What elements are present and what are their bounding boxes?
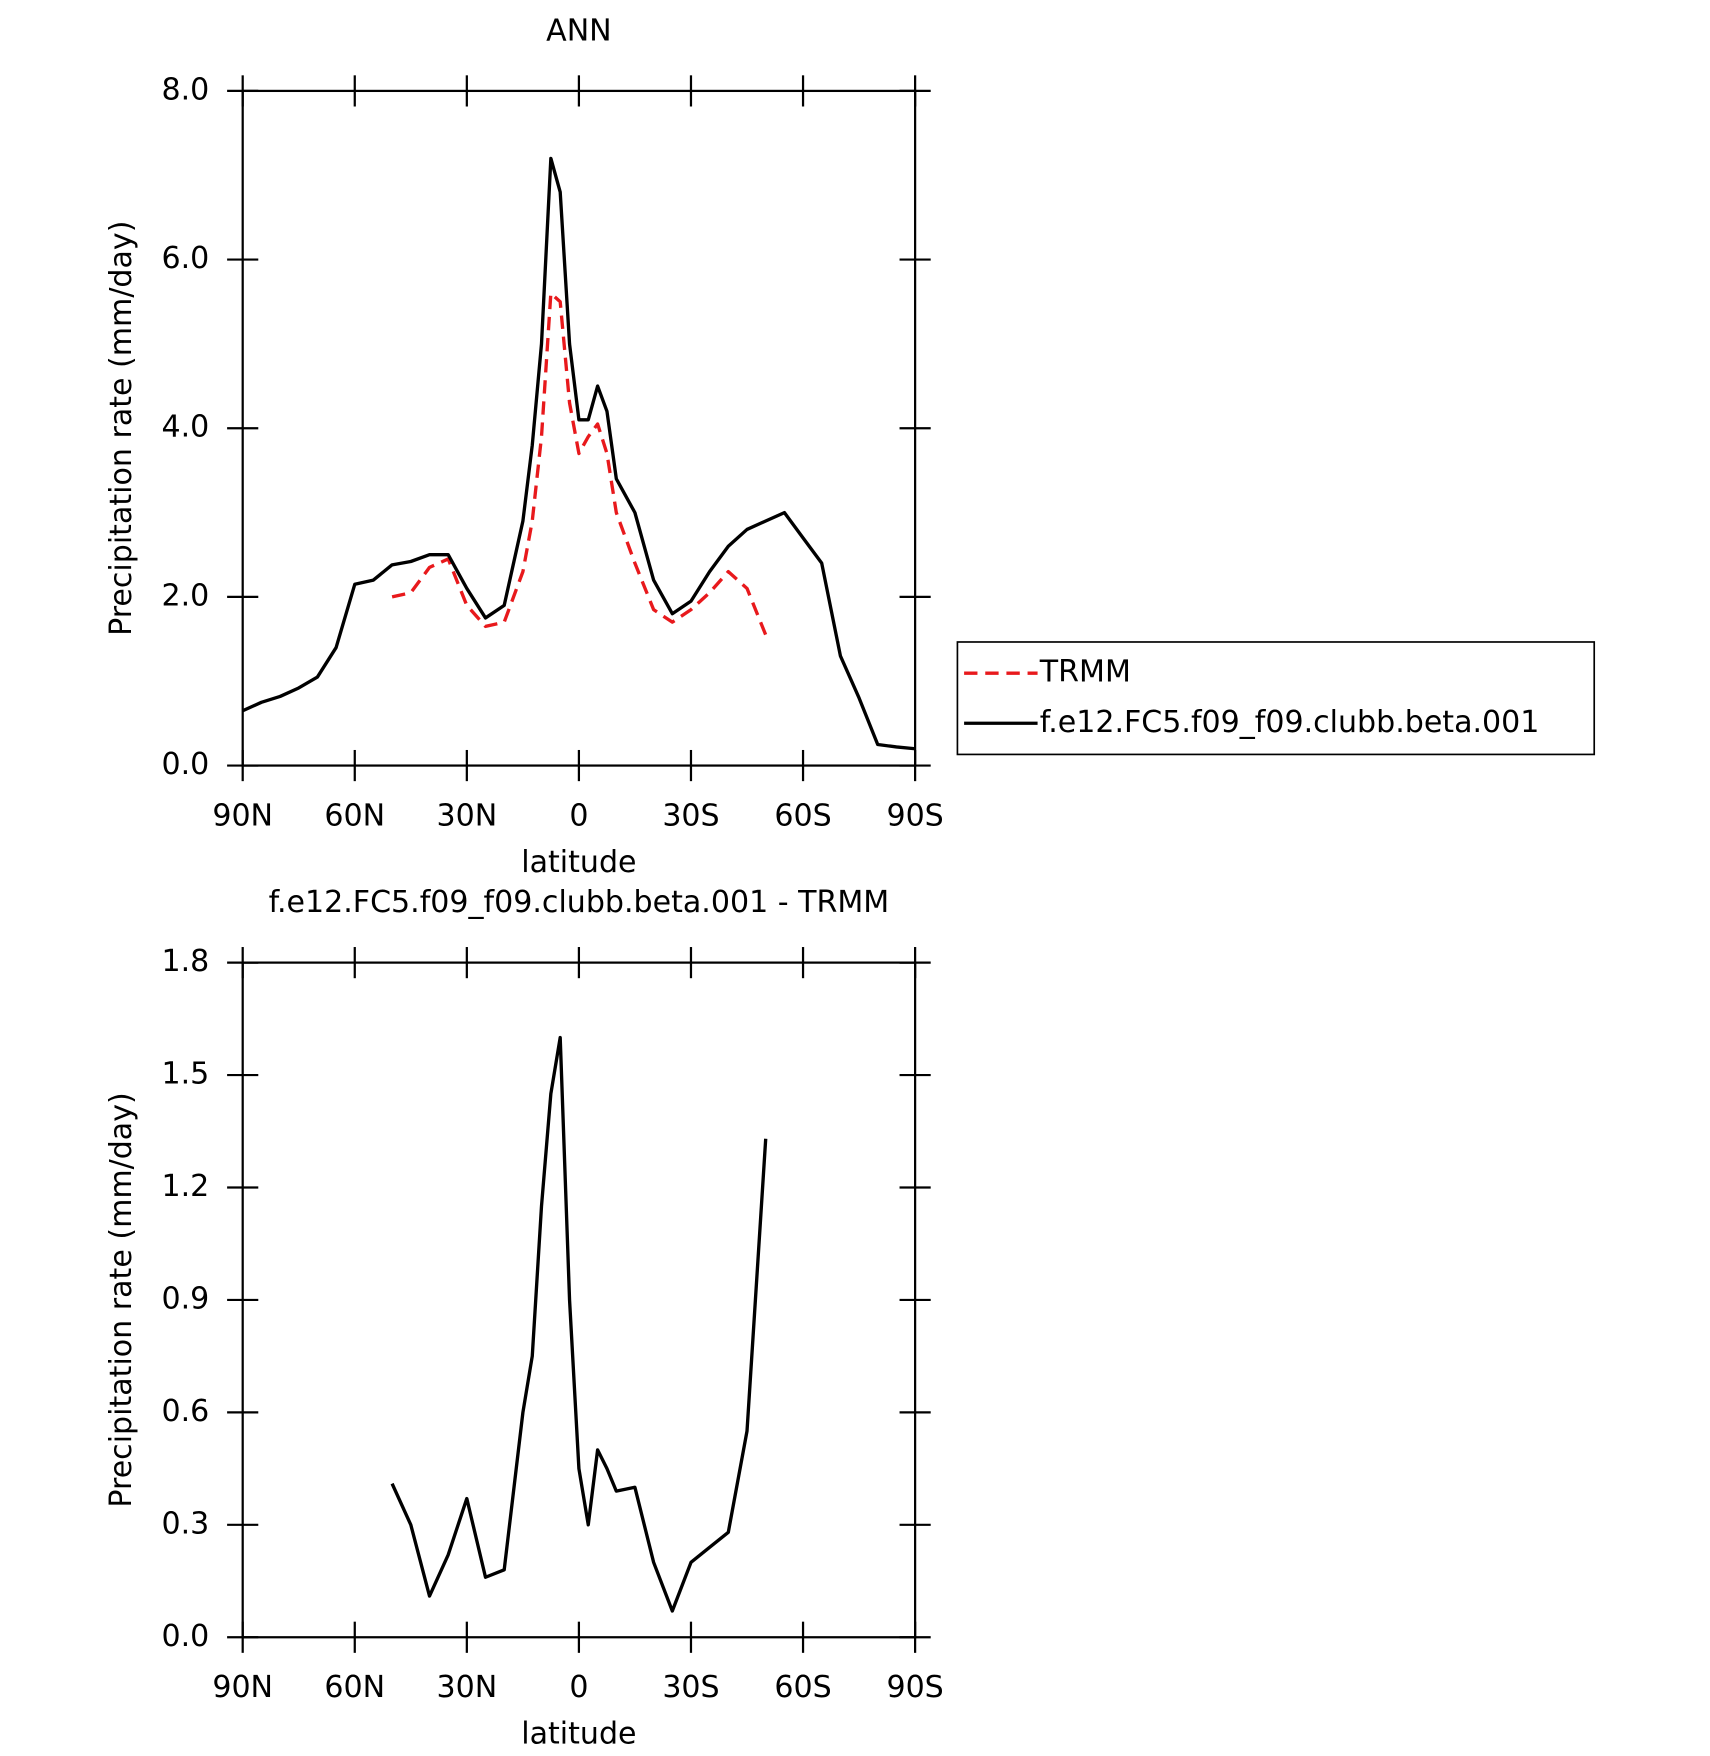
- y-tick-label: 1.8: [162, 944, 210, 979]
- x-tick-label: 30N: [436, 798, 497, 833]
- plot-frame: [241, 961, 917, 1639]
- x-tick-label: 90N: [212, 798, 273, 833]
- x-axis-label: latitude: [521, 1717, 636, 1752]
- y-axis-label: Precipitation rate (mm/day): [104, 221, 139, 636]
- legend-box: [956, 641, 1596, 756]
- series-line: [391, 291, 768, 636]
- series-line: [390, 1035, 768, 1613]
- x-tick-label: 90S: [886, 798, 943, 833]
- y-tick-label: 1.2: [162, 1169, 210, 1204]
- series-line: [242, 156, 916, 751]
- y-tick-label: 6.0: [162, 241, 210, 276]
- y-tick-label: 2.0: [162, 578, 210, 613]
- x-tick-label: 60S: [774, 1670, 831, 1705]
- x-tick-label: 90S: [886, 1670, 943, 1705]
- x-tick-label: 0: [569, 798, 588, 833]
- x-tick-label: 30S: [662, 1670, 719, 1705]
- y-tick-label: 0.9: [162, 1281, 210, 1316]
- y-tick-label: 4.0: [162, 410, 210, 445]
- legend-label: TRMM: [1039, 655, 1131, 690]
- x-tick-label: 60N: [324, 798, 385, 833]
- chart-title: f.e12.FC5.f09_f09.clubb.beta.001 - TRMM: [269, 885, 890, 920]
- y-tick-label: 0.3: [162, 1506, 210, 1541]
- y-tick-label: 0.0: [162, 747, 210, 782]
- x-tick-label: 90N: [212, 1670, 273, 1705]
- y-tick-label: 1.5: [162, 1057, 210, 1092]
- y-tick-label: 0.0: [162, 1619, 210, 1654]
- legend-label: f.e12.FC5.f09_f09.clubb.beta.001: [1040, 705, 1540, 740]
- x-tick-label: 0: [569, 1670, 588, 1705]
- y-tick-label: 0.6: [162, 1394, 210, 1429]
- x-tick-label: 30N: [436, 1670, 497, 1705]
- x-tick-label: 30S: [662, 798, 719, 833]
- y-axis-label: Precipitation rate (mm/day): [104, 1092, 139, 1507]
- chart-title: ANN: [546, 13, 612, 48]
- y-tick-label: 8.0: [162, 72, 210, 107]
- x-axis-label: latitude: [521, 845, 636, 880]
- x-tick-label: 60S: [774, 798, 831, 833]
- plot-frame: [241, 89, 917, 767]
- x-tick-label: 60N: [324, 1670, 385, 1705]
